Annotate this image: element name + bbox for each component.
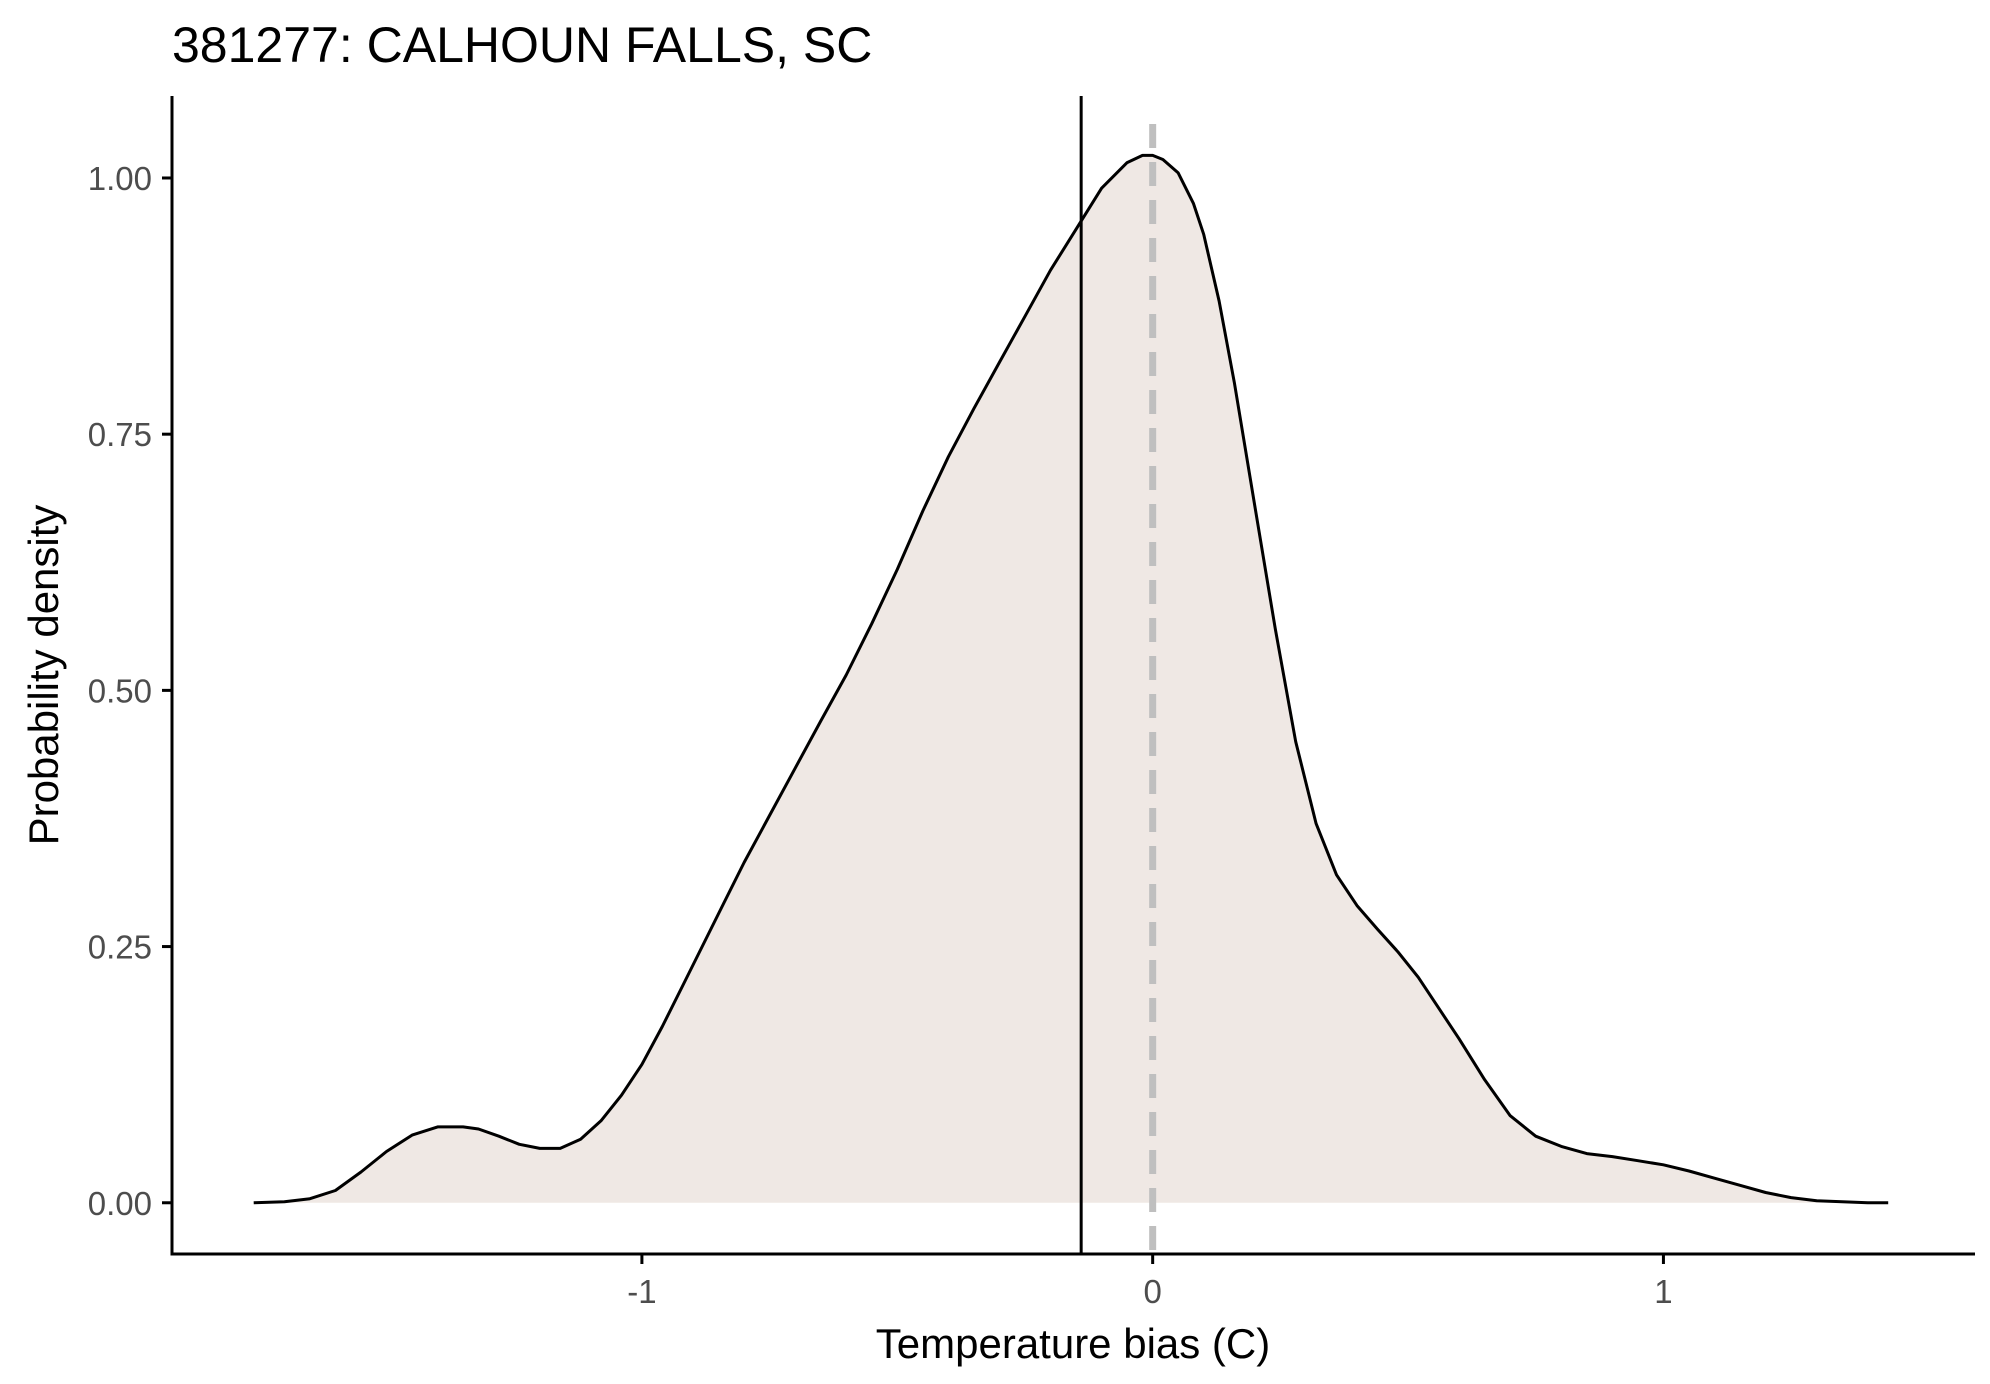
y-tick-label: 0.25 [88, 929, 152, 966]
y-tick-label: 1.00 [88, 160, 152, 197]
density-area [253, 155, 1889, 1203]
y-tick-label: 0.75 [88, 416, 152, 453]
x-tick-label: 1 [1654, 1273, 1672, 1310]
y-tick-label: 0.50 [88, 672, 152, 709]
plot-area [253, 96, 1889, 1254]
x-axis-title: Temperature bias (C) [876, 1320, 1270, 1367]
chart-title: 381277: CALHOUN FALLS, SC [172, 17, 872, 73]
density-curve [253, 153, 1889, 1205]
x-axis-ticks: -1 0 1 [627, 1254, 1673, 1310]
y-tick-label: 0.00 [88, 1185, 152, 1222]
y-axis-title: Probability density [20, 505, 67, 846]
y-axis-ticks: 0.00 0.25 0.50 0.75 1.00 [88, 160, 172, 1222]
x-tick-label: -1 [627, 1273, 656, 1310]
x-tick-label: 0 [1143, 1273, 1161, 1310]
